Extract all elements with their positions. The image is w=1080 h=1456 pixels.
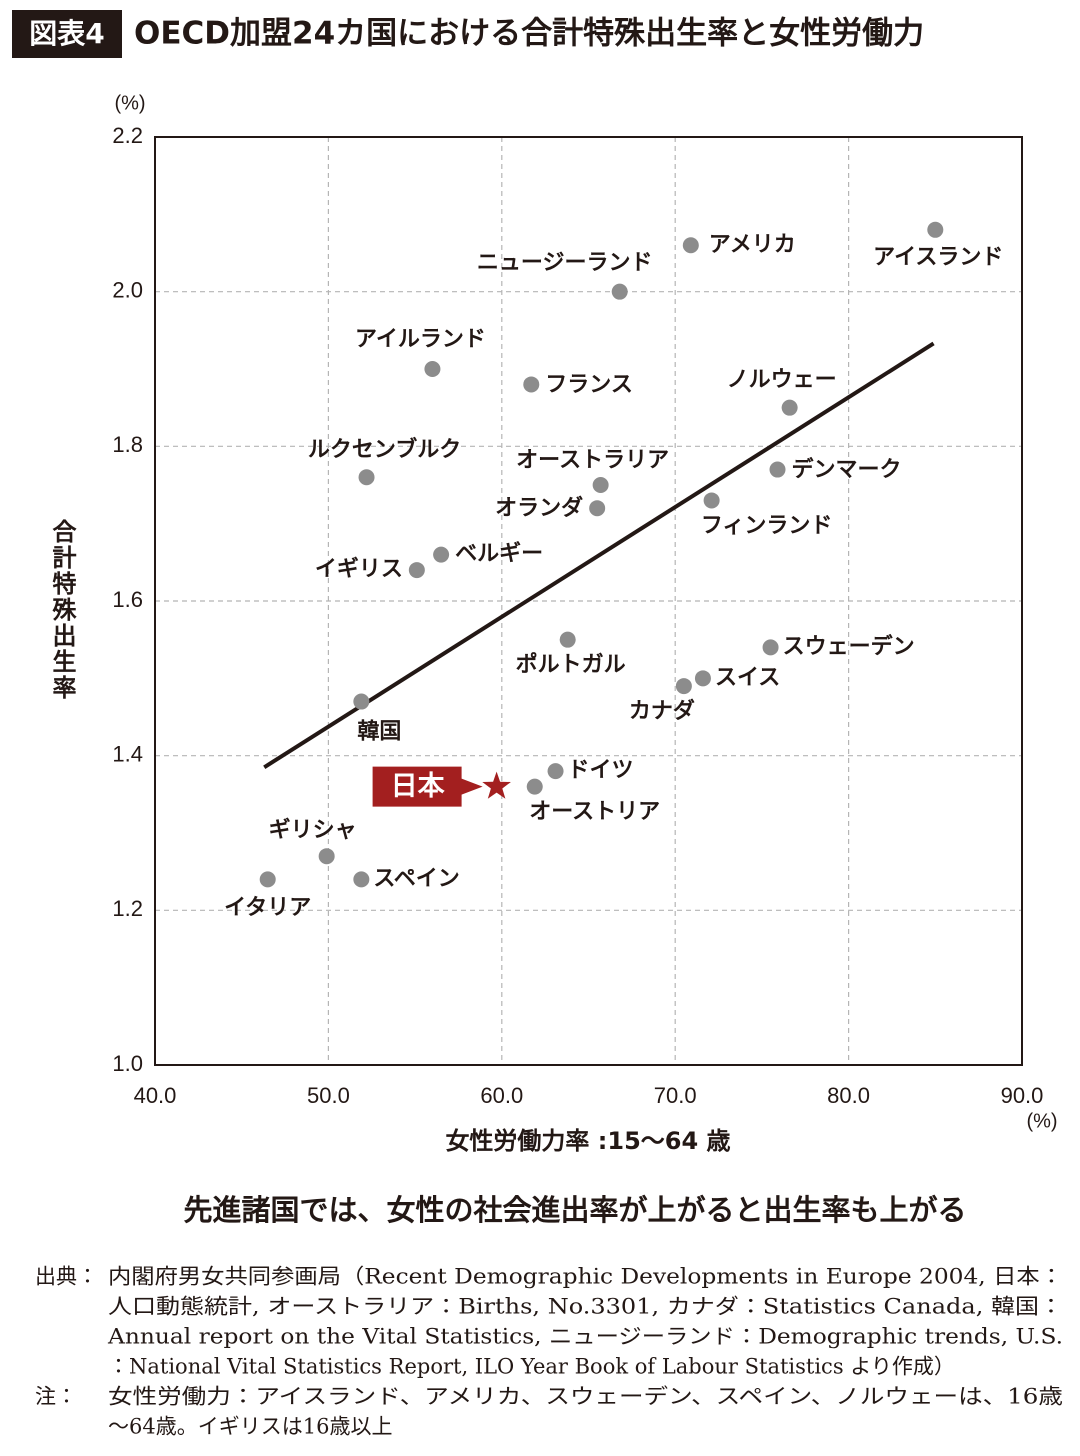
callout-box [372, 766, 483, 807]
point [523, 376, 540, 393]
point-label: スペイン [373, 866, 459, 891]
y-tick-label: 1.2 [112, 896, 143, 921]
highlight-point [482, 771, 511, 799]
point [358, 469, 375, 486]
point-label: アイスランド [873, 245, 1003, 270]
point [259, 871, 276, 888]
point-label: ニュージーランド [477, 251, 653, 276]
note-line: 人口動態統計, オーストラリア：Births, No.3301, カナダ：Sta… [108, 1295, 1063, 1319]
x-tick-label: 40.0 [134, 1083, 177, 1108]
x-tick-label: 90.0 [1001, 1083, 1044, 1108]
y-tick-label: 2.2 [112, 123, 143, 148]
point [559, 631, 576, 648]
note-line: Annual report on the Vital Statistics, ニ… [107, 1325, 1063, 1349]
point [318, 848, 335, 865]
point [408, 562, 425, 579]
point [353, 871, 370, 888]
point [762, 639, 779, 656]
trend-line [263, 341, 935, 769]
x-axis-label: 女性労働力率 :15〜64 歳 [445, 1127, 730, 1155]
point [592, 477, 609, 493]
point-label: イギリス [315, 557, 403, 582]
note-head: 注： [35, 1385, 77, 1409]
y-axis-label: 合計特殊出生率 [48, 519, 77, 701]
point [424, 361, 441, 377]
x-tick-label: 70.0 [654, 1083, 697, 1108]
x-tick-label: 80.0 [827, 1083, 870, 1108]
point [353, 693, 370, 710]
point-label: アイルランド [355, 327, 486, 352]
point [703, 492, 720, 509]
x-unit: (%) [1026, 1110, 1057, 1132]
point [694, 670, 711, 687]
point [682, 237, 699, 254]
point-label: ノルウェー [727, 368, 837, 393]
y-tick-label: 1.6 [112, 587, 143, 612]
point [611, 283, 628, 300]
point-label: アメリカ [709, 232, 796, 257]
badge: 図表4 [29, 17, 104, 50]
point [589, 500, 606, 517]
chart-title: OECD加盟24カ国における合計特殊出生率と女性労働力 [134, 16, 924, 52]
point-label: 韓国 [357, 719, 401, 745]
point-label: デンマーク [792, 457, 902, 483]
x-tick-label: 50.0 [307, 1083, 350, 1108]
y-unit: (%) [114, 92, 145, 114]
subtitle: 先進諸国では、女性の社会進出率が上がると出生率も上がる [183, 1193, 966, 1227]
x-tick-label: 60.0 [480, 1083, 523, 1108]
point-label: イタリア [224, 895, 311, 920]
point [769, 461, 786, 478]
point-label: ポルトガル [516, 652, 626, 678]
point-label: フィンランド [701, 513, 833, 538]
note-line: ：National Vital Statistics Report, ILO Y… [108, 1355, 955, 1379]
point-label: フランス [545, 372, 633, 397]
point-label: スウェーデン [783, 633, 915, 659]
point-label: オランダ [495, 495, 583, 521]
highlight-label: 日本 [391, 771, 446, 802]
note-line: 女性労働力：アイスランド、アメリカ、スウェーデン、スペイン、ノルウェーは、16歳 [108, 1385, 1063, 1409]
point [547, 763, 564, 780]
y-tick-label: 2.0 [112, 277, 143, 302]
badge-bg [12, 10, 122, 58]
point-label: オーストラリア [516, 448, 669, 473]
note-line: 〜64歳。イギリスは16歳以上 [108, 1415, 392, 1439]
point-label: ドイツ [568, 758, 634, 783]
point-label: ギリシャ [269, 818, 357, 843]
note-head: 出典： [35, 1265, 98, 1289]
point [675, 678, 692, 695]
plot-frame [154, 136, 1023, 1066]
y-tick-label: 1.0 [112, 1051, 143, 1076]
point [433, 546, 450, 563]
point [526, 778, 543, 795]
point-label: スイス [715, 665, 780, 690]
y-tick-label: 1.8 [112, 432, 143, 457]
point-label: カナダ [629, 698, 695, 724]
point [927, 221, 944, 238]
point-label: ルクセンブルク [308, 436, 461, 462]
point-label: ベルギー [455, 542, 543, 567]
point [781, 399, 798, 416]
note-line: 内閣府男女共同参画局（Recent Demographic Developmen… [108, 1265, 1063, 1289]
y-tick-label: 1.4 [112, 741, 143, 766]
point-label: オーストリア [529, 800, 660, 825]
